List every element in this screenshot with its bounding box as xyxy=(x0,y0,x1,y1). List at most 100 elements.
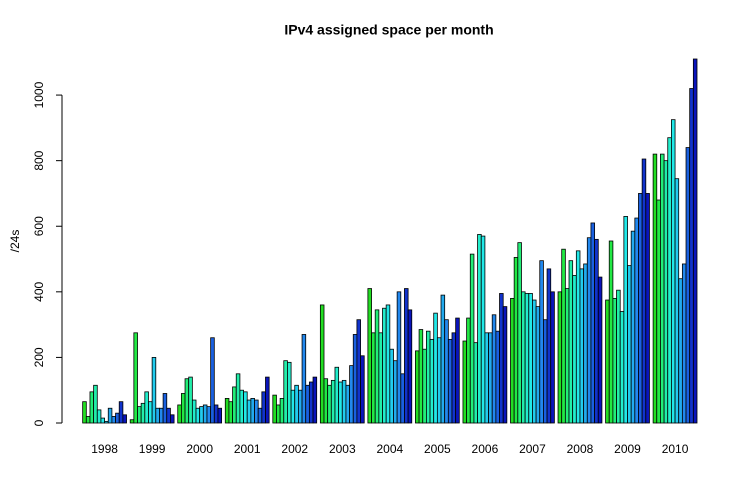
bar xyxy=(499,293,504,424)
bar xyxy=(257,407,263,424)
x-tick-label: 2005 xyxy=(424,442,451,456)
bar xyxy=(404,288,409,424)
bar xyxy=(568,260,574,424)
bar xyxy=(539,260,544,424)
bar xyxy=(345,384,351,424)
x-tick-label: 2003 xyxy=(329,442,356,456)
bar xyxy=(301,334,307,424)
bar xyxy=(195,407,201,424)
bar xyxy=(224,398,230,424)
bar xyxy=(308,381,314,424)
bar xyxy=(213,404,219,424)
bar xyxy=(122,414,127,424)
bar xyxy=(630,230,636,424)
bar xyxy=(180,393,186,424)
bar xyxy=(473,342,478,424)
bar xyxy=(535,306,541,424)
bar xyxy=(85,416,91,424)
bar xyxy=(521,291,526,424)
bar xyxy=(100,417,105,424)
bar xyxy=(466,317,471,424)
bar xyxy=(385,304,391,424)
bar xyxy=(495,330,500,424)
bar xyxy=(532,299,537,424)
bar xyxy=(605,299,610,424)
bar xyxy=(689,88,694,424)
bar xyxy=(583,263,588,424)
bar xyxy=(645,193,650,424)
bar xyxy=(188,376,193,424)
bar xyxy=(663,160,669,424)
bar xyxy=(619,311,625,424)
bar xyxy=(685,147,691,424)
bar xyxy=(298,389,303,424)
bar xyxy=(652,153,658,424)
bar xyxy=(517,242,522,424)
bar xyxy=(586,237,592,424)
bar xyxy=(561,248,566,424)
bar xyxy=(89,391,95,424)
bar xyxy=(239,389,244,424)
bar xyxy=(327,384,332,424)
bar xyxy=(623,216,628,424)
bar xyxy=(155,407,160,424)
y-tick-label: 200 xyxy=(32,347,46,367)
bar xyxy=(502,306,508,424)
bar xyxy=(524,293,530,424)
bar xyxy=(590,222,596,424)
x-tick-label: 2001 xyxy=(234,442,261,456)
bar xyxy=(433,312,438,424)
bar xyxy=(305,384,310,424)
bar xyxy=(608,240,614,424)
bar xyxy=(111,416,116,424)
x-tick-label: 2002 xyxy=(281,442,308,456)
x-tick-label: 2007 xyxy=(519,442,546,456)
bar xyxy=(396,291,402,424)
bar xyxy=(254,399,259,424)
bar xyxy=(107,407,113,424)
bar xyxy=(444,319,449,424)
y-axis-label: /24s xyxy=(8,230,22,253)
bar xyxy=(550,291,555,424)
bar xyxy=(272,394,277,424)
bar xyxy=(232,386,237,424)
bar xyxy=(440,294,446,424)
bar xyxy=(510,297,515,424)
bar xyxy=(265,376,270,424)
bar xyxy=(360,355,365,424)
bar xyxy=(170,414,175,424)
bar xyxy=(137,406,142,424)
bar xyxy=(166,407,171,424)
bar xyxy=(356,319,361,424)
bar xyxy=(210,337,215,424)
bar xyxy=(594,238,599,424)
bar xyxy=(82,401,87,424)
bar xyxy=(667,137,672,424)
y-tick-label: 600 xyxy=(32,216,46,236)
x-tick-label: 2010 xyxy=(662,442,689,456)
bar xyxy=(692,58,698,424)
bar xyxy=(382,307,387,424)
bar xyxy=(455,317,460,424)
bar xyxy=(202,404,208,424)
bar xyxy=(564,288,570,424)
bar xyxy=(162,393,168,424)
bar xyxy=(367,288,372,424)
bar xyxy=(674,178,680,424)
bar xyxy=(287,361,292,424)
bar xyxy=(341,379,347,424)
bar xyxy=(279,398,285,424)
bar xyxy=(374,309,380,424)
bar xyxy=(656,199,661,424)
bar xyxy=(319,304,325,424)
bar xyxy=(488,332,493,424)
bar xyxy=(389,348,394,424)
bar xyxy=(462,340,468,424)
bar xyxy=(678,278,683,424)
bar xyxy=(616,289,621,424)
bar xyxy=(140,402,146,424)
bar xyxy=(597,276,603,424)
bar xyxy=(243,391,248,424)
bar xyxy=(129,419,135,424)
bar xyxy=(283,360,288,424)
